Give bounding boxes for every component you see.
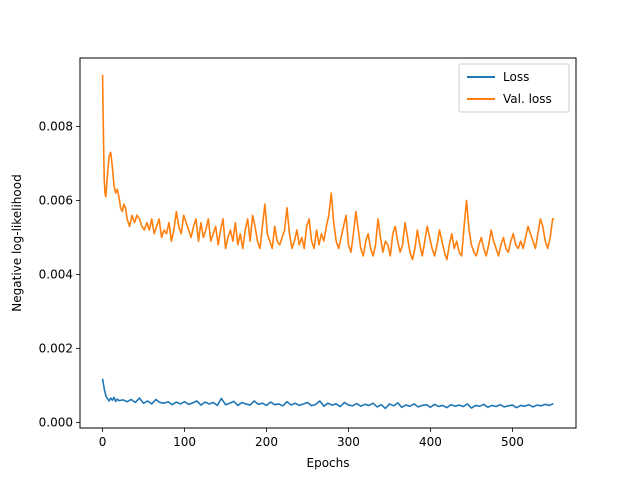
legend-label-val-loss: Val. loss [503,92,552,106]
legend-label-loss: Loss [503,70,529,84]
x-axis-label: Epochs [307,456,350,470]
x-tick-label: 500 [501,435,524,449]
y-axis: 0.000 0.002 0.004 0.006 0.008 [39,119,80,429]
series-layer [101,74,555,410]
x-tick-label: 300 [337,435,360,449]
x-tick-label: 100 [173,435,196,449]
plot-frame [79,57,577,429]
series-line-loss [101,378,554,410]
y-tick-label: 0.000 [39,415,73,429]
x-axis: 0 100 200 300 400 500 [99,428,524,449]
x-tick-label: 400 [419,435,442,449]
y-tick-label: 0.002 [39,341,73,355]
legend: Loss Val. loss [458,63,570,113]
x-tick-label: 200 [255,435,278,449]
y-tick-label: 0.008 [39,119,73,133]
y-axis-label: Negative log-likelihood [10,174,24,311]
series-line-val-loss [101,74,555,261]
x-tick-label: 0 [99,435,107,449]
y-tick-label: 0.006 [39,193,73,207]
y-tick-label: 0.004 [39,267,73,281]
